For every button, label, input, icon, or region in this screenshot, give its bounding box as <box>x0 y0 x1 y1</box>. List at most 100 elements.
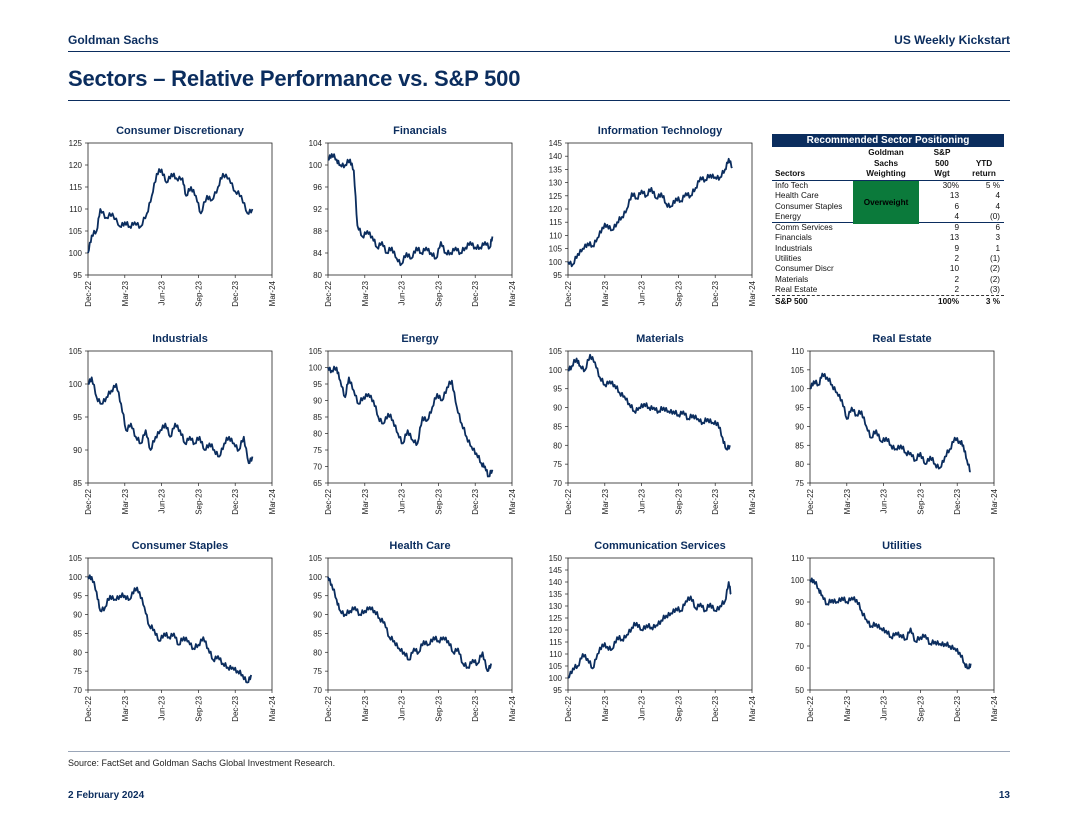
series-line <box>327 365 494 478</box>
sector-wgt: 2 <box>954 254 959 264</box>
sector-wgt: 2 <box>954 284 959 294</box>
sector-return: 3 <box>995 233 1000 243</box>
x-tick-label: Mar-24 <box>268 695 277 721</box>
table-row: Industrials 9 1 <box>772 244 1004 254</box>
x-tick-label: Jun-23 <box>158 488 167 513</box>
series-line <box>327 576 492 672</box>
y-tick-label: 104 <box>309 139 323 148</box>
y-tick-label: 84 <box>313 249 322 258</box>
plot-frame <box>87 142 273 276</box>
x-tick-label: Mar-24 <box>990 695 999 721</box>
y-tick-label: 95 <box>553 686 562 695</box>
y-tick-label: 125 <box>549 614 563 623</box>
y-tick-label: 115 <box>549 638 562 647</box>
x-tick-label: Mar-23 <box>361 280 370 306</box>
x-tick-label: Dec-22 <box>84 280 93 306</box>
x-tick-label: Dec-23 <box>953 695 962 721</box>
x-tick-label: Dec-22 <box>564 280 573 306</box>
x-tick-label: Dec-22 <box>84 488 93 514</box>
sector-return: 4 <box>995 201 1000 211</box>
y-tick-label: 135 <box>549 590 563 599</box>
x-tick-label: Mar-23 <box>361 488 370 514</box>
y-tick-label: 105 <box>549 245 563 254</box>
chart-title: Materials <box>636 333 684 345</box>
x-tick-label: Jun-23 <box>638 695 647 720</box>
sector-wgt: 13 <box>949 191 959 201</box>
table-row: Real Estate 2 (3) <box>772 285 1004 295</box>
x-tick-label: Dec-22 <box>564 695 573 721</box>
total-return: 3 % <box>985 297 1000 307</box>
y-tick-label: 80 <box>795 620 804 629</box>
sector-name: Info Tech <box>775 181 809 190</box>
y-tick-label: 110 <box>69 205 82 214</box>
y-tick-label: 70 <box>553 479 562 488</box>
y-tick-label: 105 <box>69 554 83 563</box>
x-tick-label: Jun-23 <box>398 280 407 305</box>
x-tick-label: Mar-23 <box>121 488 130 514</box>
chart-communication-services: Communication Services 95 100 105 110 115 120 1… <box>549 540 757 722</box>
y-tick-label: 80 <box>73 648 82 657</box>
chart-information-technology: Information Technology 95 100 105 110 115 120 1… <box>549 125 757 307</box>
x-tick-label: Dec-23 <box>711 488 720 514</box>
plot-frame <box>567 350 753 484</box>
overweight-group: Overweight Info Tech 30% 5 % Health Care 13 4… <box>772 181 1004 224</box>
x-tick-label: Dec-22 <box>84 695 93 721</box>
chart-consumer-discretionary: Consumer Discretionary 95 100 105 110 115 120 1… <box>69 125 277 307</box>
y-tick-label: 90 <box>313 397 322 406</box>
sector-name: Energy <box>775 211 801 221</box>
y-tick-label: 65 <box>313 479 322 488</box>
x-tick-label: Mar-24 <box>990 488 999 514</box>
chart-title: Industrials <box>152 333 208 345</box>
sector-wgt: 30% <box>942 181 959 190</box>
chart-industrials: Industrials 85 90 95 100 105 Dec-22 Mar-23 Jun-2… <box>69 333 277 515</box>
y-tick-label: 90 <box>73 611 82 620</box>
x-tick-label: Dec-23 <box>471 488 480 514</box>
chart-title: Consumer Staples <box>132 540 229 552</box>
series-line <box>809 577 972 670</box>
y-tick-label: 75 <box>73 667 82 676</box>
sector-name: Real Estate <box>775 284 818 294</box>
series-line <box>87 168 254 254</box>
y-tick-label: 90 <box>795 422 804 431</box>
x-tick-label: Mar-23 <box>843 488 852 514</box>
y-tick-label: 100 <box>69 573 83 582</box>
y-tick-label: 85 <box>73 629 82 638</box>
chart-consumer-staples: Consumer Staples 70 75 80 85 90 95 100 105 Dec-22… <box>69 540 277 722</box>
x-tick-label: Mar-23 <box>843 695 852 721</box>
sector-wgt: 10 <box>949 264 959 274</box>
sector-wgt: 9 <box>954 223 959 233</box>
x-tick-label: Jun-23 <box>398 695 407 720</box>
x-tick-label: Jun-23 <box>880 695 889 720</box>
y-tick-label: 100 <box>309 364 323 373</box>
sector-name: Industrials <box>775 243 813 253</box>
x-tick-label: Mar-23 <box>601 488 610 514</box>
y-tick-label: 90 <box>553 404 562 413</box>
y-tick-label: 100 <box>549 366 563 375</box>
y-tick-label: 120 <box>549 205 563 214</box>
y-tick-label: 105 <box>791 366 805 375</box>
table-row: Consumer Staples 6 4 <box>772 202 1004 212</box>
x-tick-label: Mar-24 <box>508 280 517 306</box>
y-tick-label: 92 <box>313 205 322 214</box>
x-tick-label: Dec-22 <box>806 488 815 514</box>
chart-title: Energy <box>401 333 439 345</box>
y-tick-label: 130 <box>549 602 563 611</box>
sector-return: 6 <box>995 223 1000 233</box>
sector-positioning-table: Recommended Sector Positioning Sectors G… <box>772 134 1004 308</box>
y-tick-label: 88 <box>313 227 322 236</box>
series-line <box>327 153 494 267</box>
series-line <box>809 372 971 473</box>
series-line <box>87 574 252 684</box>
x-tick-label: Dec-23 <box>231 280 240 306</box>
report-name: US Weekly Kickstart <box>894 33 1010 47</box>
plot-frame <box>87 350 273 484</box>
brand-name: Goldman Sachs <box>68 33 159 47</box>
plot-frame <box>87 557 273 691</box>
y-tick-label: 95 <box>73 592 82 601</box>
x-tick-label: Dec-23 <box>953 488 962 514</box>
chart-title: Financials <box>393 125 447 137</box>
y-tick-label: 115 <box>549 218 562 227</box>
x-tick-label: Dec-22 <box>324 488 333 514</box>
chart-real-estate: Real Estate 75 80 85 90 95 100 105 110 Dec-22 Mar-… <box>791 333 999 515</box>
series-line <box>567 581 732 679</box>
